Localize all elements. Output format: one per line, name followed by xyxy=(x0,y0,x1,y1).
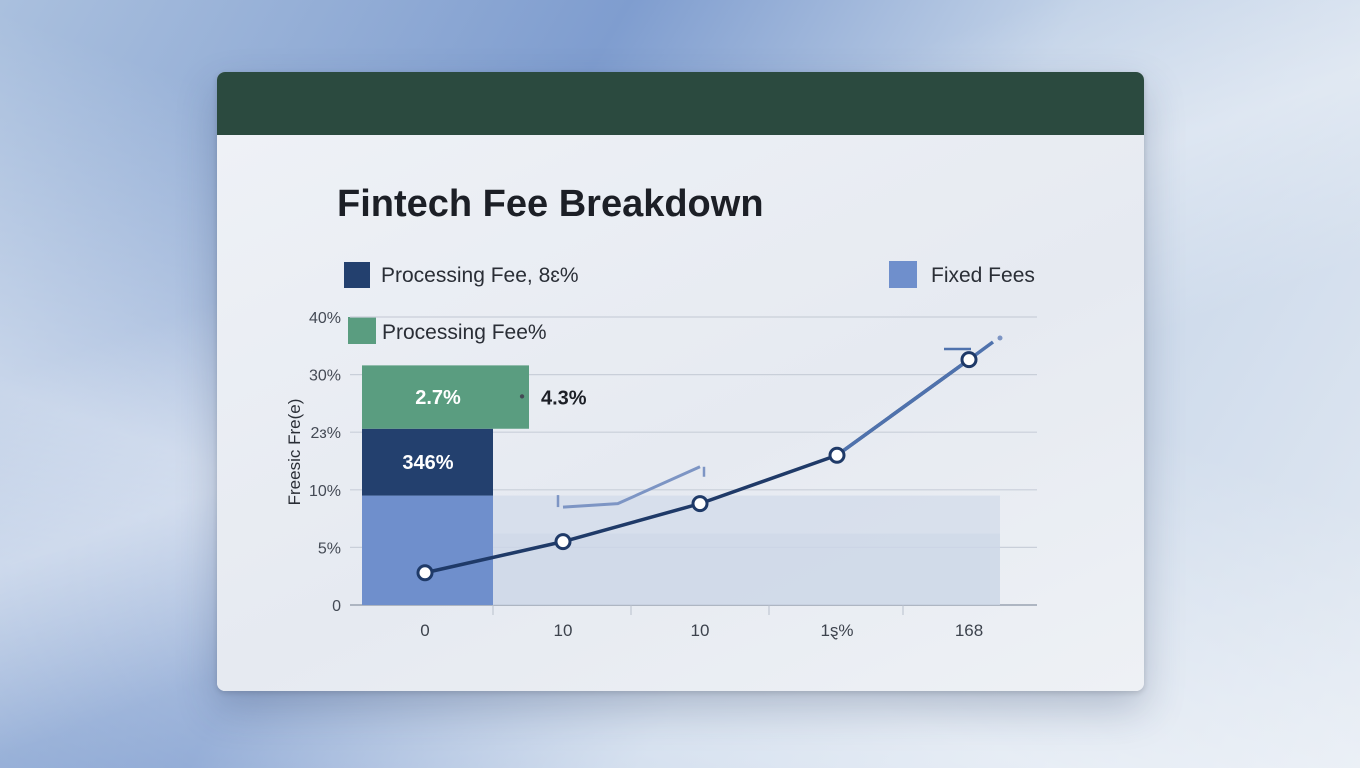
bar-segment xyxy=(362,428,493,496)
bar-segment xyxy=(362,365,529,429)
annotation-label: 4.3% xyxy=(541,388,587,410)
bar-segment-label: 2.7% xyxy=(415,387,461,409)
legend-swatch-fixed-fees xyxy=(889,261,917,288)
annotations: • 4.3% xyxy=(519,388,587,410)
y-tick-label: 10% xyxy=(309,483,341,500)
x-tick-label: 0 xyxy=(420,621,429,640)
x-tick-label: 1ȿ% xyxy=(820,621,853,640)
series-point xyxy=(554,533,572,551)
y-tick-label: 2ɜ% xyxy=(311,425,341,442)
legend-swatch-processing-fee-pct xyxy=(348,317,376,344)
background-area-rect xyxy=(493,495,1000,605)
axis-ticks: 0 5% 10% 2ɜ% 30% 40% 0 10 10 1ȿ% 168 xyxy=(309,310,983,640)
annotation-bullet: • xyxy=(519,389,525,406)
series-line xyxy=(562,465,701,509)
stacked-bar: 346% 2.7% xyxy=(362,365,529,605)
bar-segment-label: 346% xyxy=(402,452,453,474)
card-header xyxy=(217,72,1144,135)
y-axis-label: Freesic Fre(e) xyxy=(285,399,304,506)
y-tick-label: 40% xyxy=(309,310,341,327)
series-point xyxy=(960,351,978,369)
chart-title: Fintech Fee Breakdown xyxy=(337,183,764,225)
x-tick-label: 10 xyxy=(691,621,710,640)
chart-card: Fintech Fee Breakdown Processing Fee, 8ɛ… xyxy=(217,72,1144,691)
x-tick-label: 10 xyxy=(554,621,573,640)
background-area-inner xyxy=(493,533,1000,605)
x-tick-label: 168 xyxy=(955,621,983,640)
background-area xyxy=(493,495,1000,605)
y-tick-label: 0 xyxy=(332,598,341,615)
y-tick-label: 5% xyxy=(318,540,341,557)
legend-label-processing-fee-pct: Processing Fee% xyxy=(382,321,547,344)
series-end-dot xyxy=(997,335,1003,341)
line-series xyxy=(416,335,1003,582)
series-line-upper xyxy=(835,358,971,457)
chart-canvas: Fintech Fee Breakdown Processing Fee, 8ɛ… xyxy=(285,183,1037,640)
legend-label-fixed-fees: Fixed Fees xyxy=(931,264,1035,287)
legend-swatch-processing-fee xyxy=(344,262,370,288)
series-point xyxy=(828,446,846,464)
y-tick-label: 30% xyxy=(309,368,341,385)
series-point xyxy=(691,495,709,513)
bar-segment xyxy=(362,495,493,605)
legend-label-processing-fee: Processing Fee, 8ɛ% xyxy=(381,264,579,287)
series-point xyxy=(416,564,434,582)
